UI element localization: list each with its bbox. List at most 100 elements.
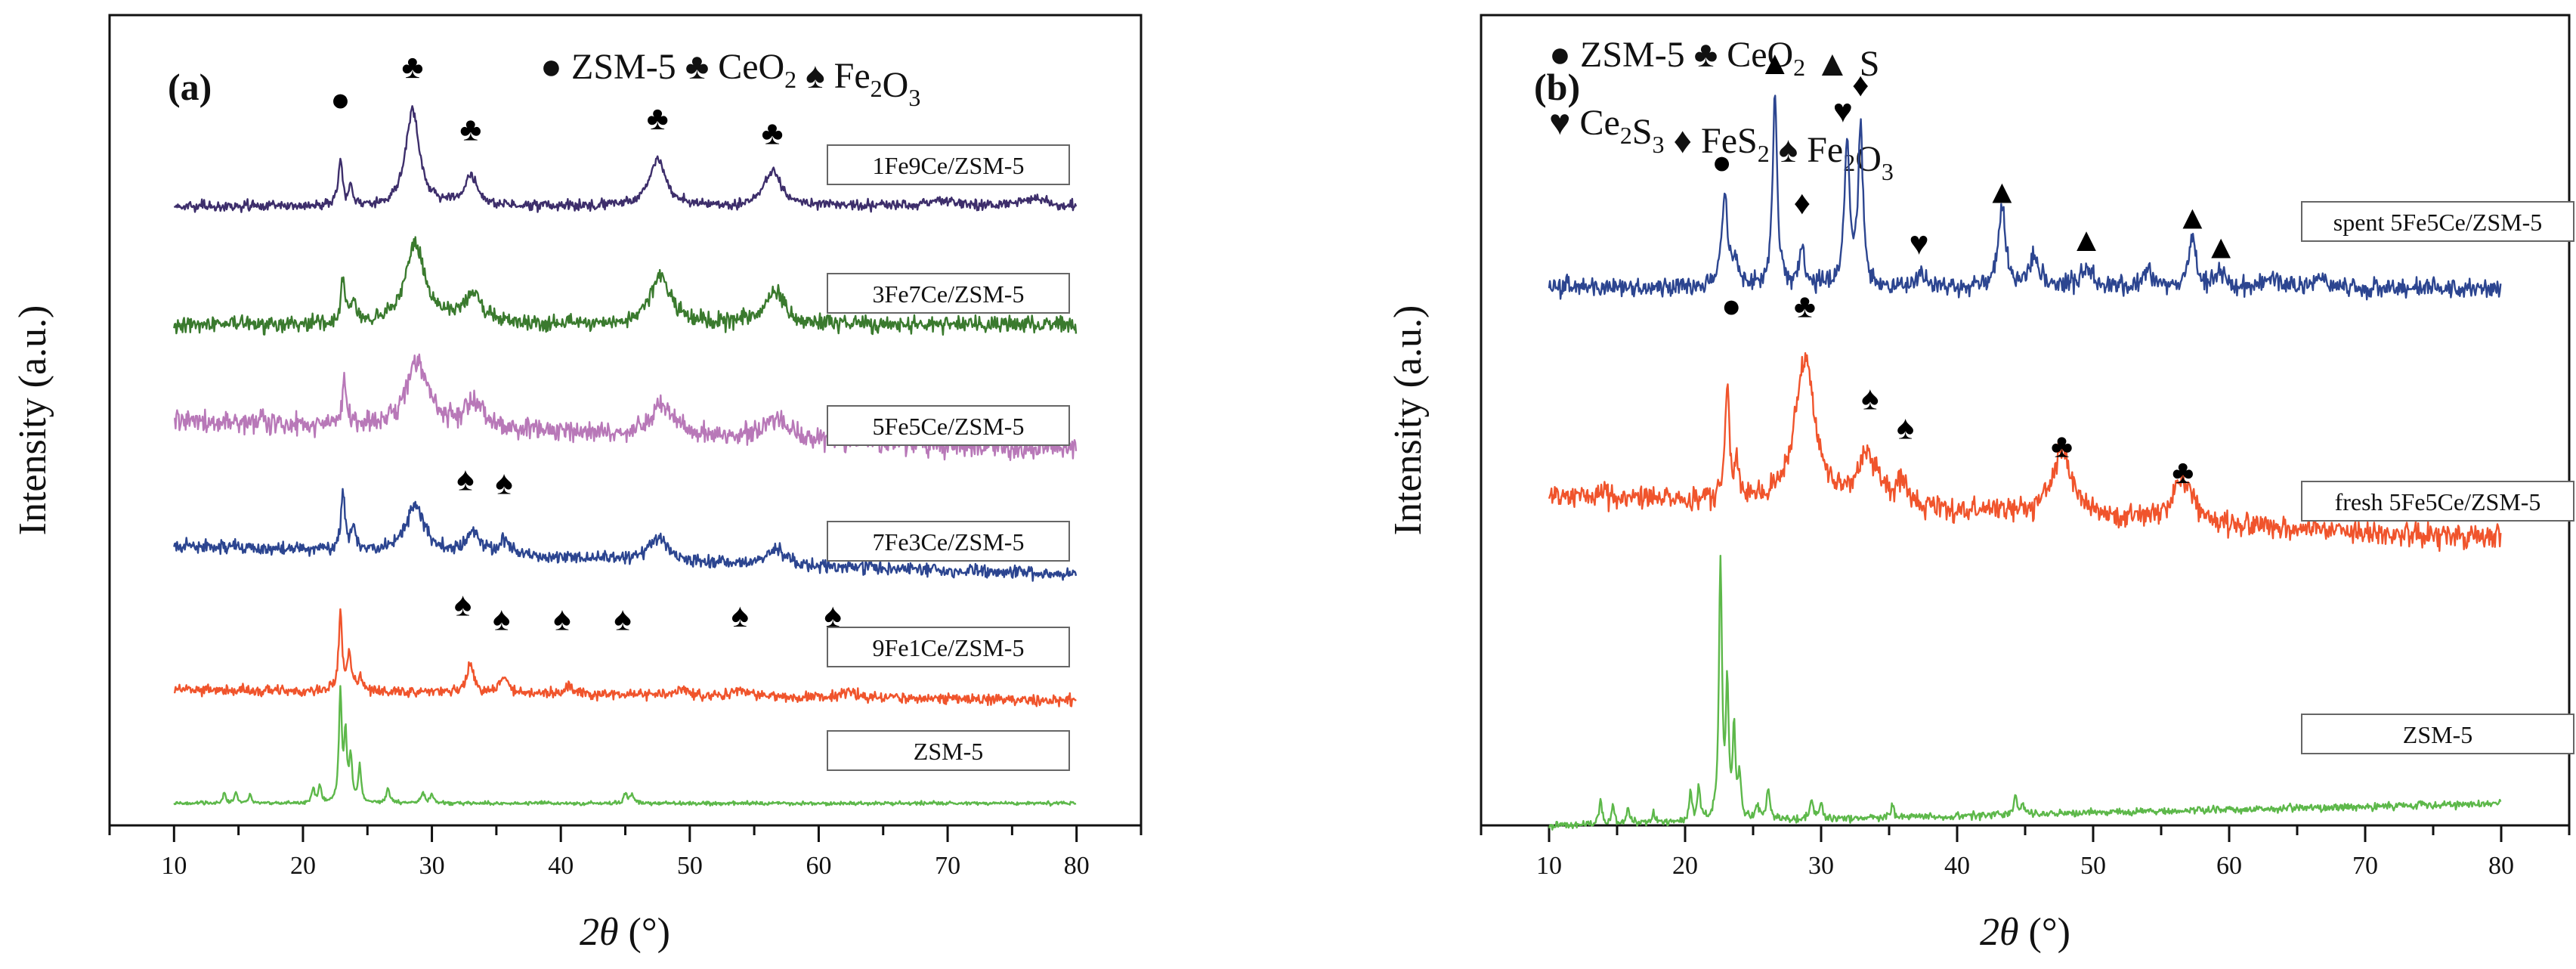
p0-legend-row-0: ● ZSM-5 ♣ CeO2 ♠ Fe2O3	[540, 47, 920, 111]
p0-series-4-marker-4: ♠	[731, 597, 749, 634]
p0-series-label-box-4	[827, 627, 1070, 667]
p1-series-0-marker-8: ▲	[2176, 200, 2210, 237]
p1-legend-row-0: ● ZSM-5 ♣ CeO2 ▲ S	[1549, 35, 1879, 84]
p1-series-0-marker-2: ♦	[1794, 184, 1811, 221]
p1-legend-symbol-1: ♣	[1694, 35, 1727, 75]
p1-x-tick-label-20: 20	[1672, 852, 1698, 880]
p1-x-tick-label-80: 80	[2488, 852, 2514, 880]
p1-series-line-0	[1548, 94, 2502, 301]
p1-legend-symbol-3: ♥	[1549, 103, 1580, 143]
panel-a-chart: 10 20 30 40 50 60 70 80 2θ (°) Intensity (a.u.) (a…	[11, 14, 1143, 954]
p1-series-1-marker-5: ♣	[2172, 454, 2194, 491]
p1-series-label-0: spent 5Fe5Ce/ZSM-5	[2333, 209, 2542, 236]
p1-series-1-marker-4: ♣	[2051, 428, 2073, 465]
p0-series-line-3	[173, 488, 1078, 582]
p0-legend-entry-2: Fe	[834, 56, 871, 96]
p0-x-tick-label-10: 10	[161, 852, 187, 880]
p1-series-1-marker-0: ●	[1721, 288, 1742, 325]
p0-series-label-0: 1Fe9Ce/ZSM-5	[873, 152, 1025, 179]
p0-series-4-marker-1: ♠	[493, 601, 510, 638]
panel-b-chart: 10 20 30 40 50 60 70 80 2θ (°) Intensity (a.u.) (b…	[1387, 14, 2574, 954]
p1-legend-symbol-4: ♦	[1674, 121, 1702, 161]
p1-x-tick-label-30: 30	[1808, 852, 1834, 880]
p1-legend-entry-1: CeO	[1727, 35, 1793, 75]
p0-legend-symbol-1: ♣	[685, 47, 719, 87]
p0-x-tick-label-30: 30	[419, 852, 445, 880]
p1-x-tick-label-70: 70	[2352, 852, 2378, 880]
p0-series-0-marker-4: ♣	[762, 115, 784, 152]
p0-panel-label: (a)	[168, 66, 212, 108]
p1-legend-entry-0: ZSM-5	[1580, 35, 1685, 75]
p1-series-0-marker-9: ▲	[2204, 229, 2237, 266]
p0-x-tick-label-40: 40	[548, 852, 574, 880]
p0-legend-entry-0: ZSM-5	[571, 47, 676, 87]
p1-series-label-box-0	[2301, 201, 2574, 242]
p1-series-1-marker-1: ♣	[1794, 288, 1816, 325]
p0-y-axis-label: Intensity (a.u.)	[11, 305, 54, 536]
p0-series-label-1: 3Fe7Ce/ZSM-5	[873, 280, 1025, 308]
p1-x-axis-label: 2θ (°)	[1980, 911, 2070, 954]
p0-series-0-marker-0: ●	[330, 82, 351, 119]
p0-series-label-box-5	[827, 730, 1070, 771]
p0-series-3-marker-1: ♠	[495, 464, 512, 501]
p0-series-line-5	[173, 685, 1077, 807]
p0-x-tick-label-70: 70	[935, 852, 960, 880]
p1-series-0-marker-3: ♥	[1833, 92, 1853, 129]
p0-series-label-box-3	[827, 521, 1070, 562]
p0-legend-symbol-0: ●	[540, 47, 571, 87]
p1-x-tick-label-40: 40	[1944, 852, 1970, 880]
p0-x-tick-label-60: 60	[806, 852, 831, 880]
p1-legend-symbol-5: ♠	[1779, 130, 1808, 170]
p0-series-0-marker-1: ♣	[402, 48, 424, 85]
p1-series-line-1	[1548, 351, 2502, 553]
p1-series-label-box-1	[2301, 481, 2574, 522]
p1-x-tick-label-10: 10	[1536, 852, 1562, 880]
p0-x-tick-label-20: 20	[290, 852, 316, 880]
p0-series-line-1	[173, 236, 1078, 336]
p1-series-label-box-2	[2301, 714, 2574, 754]
p1-legend-row-3: ♥ Ce2S3 ♦ FeS2 ♠ Fe2O3	[1549, 103, 1894, 185]
p1-legend-symbol-2: ▲	[1814, 44, 1860, 84]
p1-series-1-marker-2: ♠	[1861, 379, 1879, 416]
p1-panel-label: (b)	[1534, 66, 1580, 108]
p0-legend-symbol-2: ♠	[806, 56, 834, 96]
p0-x-tick-label-80: 80	[1064, 852, 1090, 880]
p1-series-0-marker-7: ▲	[2070, 221, 2103, 259]
p0-series-label-box-2	[827, 405, 1070, 446]
p0-legend-entry-1: CeO	[718, 47, 784, 87]
p0-series-line-4	[173, 608, 1077, 707]
p1-legend-entry-5: Fe	[1807, 130, 1843, 170]
p1-series-0-marker-6: ▲	[1986, 174, 2019, 211]
p0-series-label-4: 9Fe1Ce/ZSM-5	[873, 634, 1025, 661]
p1-y-axis-label: Intensity (a.u.)	[1387, 305, 1430, 536]
p0-series-4-marker-2: ♠	[553, 601, 571, 638]
p0-x-axis-label: 2θ (°)	[580, 911, 670, 954]
p0-series-label-3: 7Fe3Ce/ZSM-5	[873, 528, 1025, 556]
p1-series-0-marker-1: ▲	[1758, 45, 1792, 82]
p1-legend-entry-4: FeS	[1701, 121, 1758, 161]
p0-series-4-marker-0: ♠	[454, 586, 472, 623]
p1-x-tick-label-60: 60	[2216, 852, 2242, 880]
p0-series-label-2: 5Fe5Ce/ZSM-5	[873, 413, 1025, 440]
p1-series-line-2	[1548, 555, 2502, 831]
p0-series-line-0	[173, 105, 1078, 213]
p0-series-4-marker-3: ♠	[614, 601, 631, 638]
p1-series-0-marker-0: ●	[1712, 144, 1732, 181]
p1-legend-entry-3: Ce	[1580, 103, 1620, 143]
p0-series-label-box-0	[827, 144, 1070, 185]
p0-series-label-5: ZSM-5	[914, 738, 983, 765]
p1-series-label-1: fresh 5Fe5Ce/ZSM-5	[2335, 488, 2541, 515]
p0-series-label-box-1	[827, 273, 1070, 314]
p1-legend-entry-2: S	[1860, 44, 1880, 84]
p0-series-4-marker-5: ♠	[824, 597, 842, 634]
p1-legend-symbol-0: ●	[1549, 35, 1580, 75]
p1-series-0-marker-4: ♦	[1852, 67, 1869, 104]
p0-series-3-marker-0: ♠	[456, 461, 474, 498]
p1-series-1-marker-3: ♠	[1897, 409, 1914, 446]
p1-x-tick-label-50: 50	[2080, 852, 2106, 880]
p1-series-0-marker-5: ♥	[1910, 225, 1929, 262]
p0-series-0-marker-3: ♣	[647, 100, 669, 137]
p1-series-label-2: ZSM-5	[2403, 721, 2472, 748]
p0-x-tick-label-50: 50	[677, 852, 703, 880]
